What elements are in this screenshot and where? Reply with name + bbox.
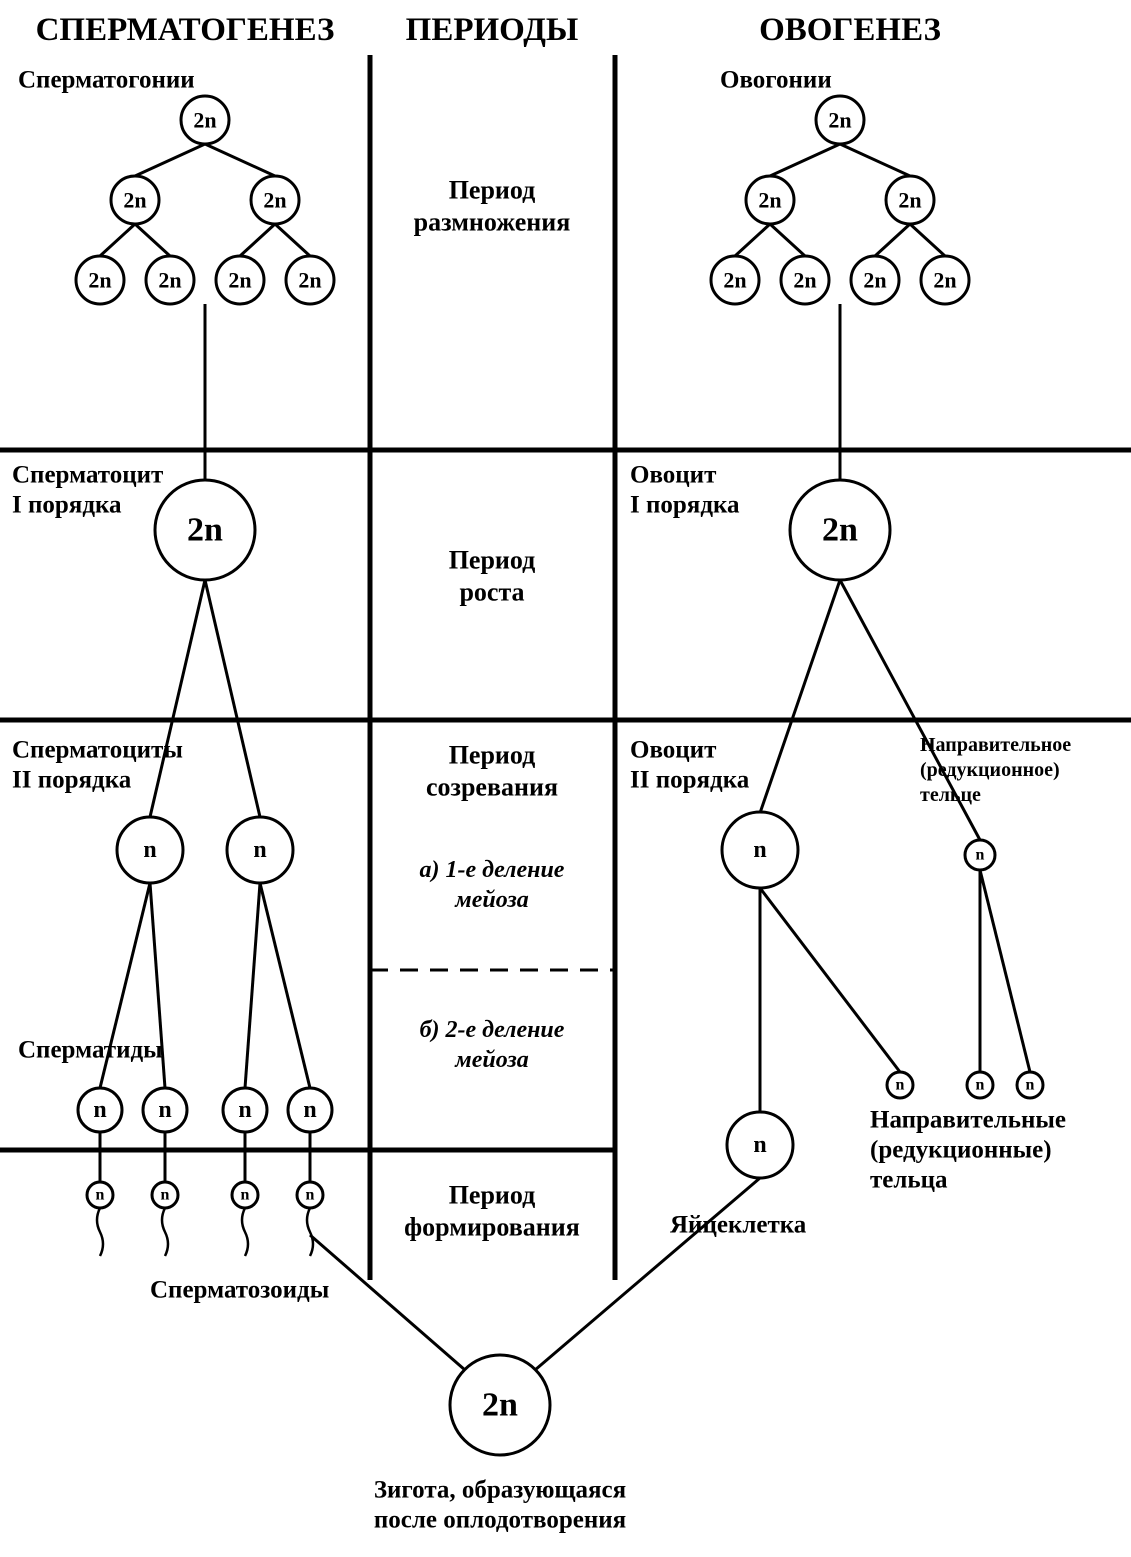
label-polar2a: Направительные (870, 1107, 1066, 1134)
label-ovcyt2a: Овоцит (630, 737, 716, 764)
label-polar2c: тельца (870, 1167, 948, 1194)
ovocyte-II-label: n (753, 837, 766, 863)
spermatogonium-label: 2n (228, 268, 251, 293)
ovogonium-label: 2n (793, 268, 816, 293)
spermatid-label: n (158, 1097, 171, 1123)
spermatocyte-II-label: n (143, 837, 156, 863)
ovogonium-label: 2n (933, 268, 956, 293)
label-polar1c: тельце (920, 784, 981, 806)
zygote-label: 2n (482, 1387, 518, 1424)
ovocyte-I-label: 2n (822, 512, 858, 549)
period-3-sub1a: а) 1-е деление (420, 857, 565, 883)
ovogonium-label: 2n (758, 188, 781, 213)
label-spermatidy: Сперматиды (18, 1037, 163, 1064)
spermatocyte-II-label: n (253, 837, 266, 863)
spermatozoon-label: n (96, 1187, 105, 1204)
label-ovcyt1b: I порядка (630, 492, 740, 519)
ovum-label: n (753, 1132, 766, 1158)
label-spcyt1a: Сперматоцит (12, 462, 163, 489)
polar-body-label: n (896, 1077, 905, 1094)
ovogonium-label: 2n (898, 188, 921, 213)
period-1a: Период (449, 176, 536, 205)
spermatogonium-label: 2n (88, 268, 111, 293)
polar-body-label: n (976, 1077, 985, 1094)
spermatid-label: n (238, 1097, 251, 1123)
label-spermatozoidy: Сперматозоиды (150, 1277, 329, 1304)
period-3-sub1b: мейоза (454, 887, 529, 913)
spermatozoon-label: n (161, 1187, 170, 1204)
label-spermatogonii: Сперматогонии (18, 67, 195, 94)
spermatozoon-label: n (241, 1187, 250, 1204)
label-ovcyt2b: II порядка (630, 767, 750, 794)
label-polar1b: (редукционное) (920, 759, 1060, 781)
label-spcyt2b: II порядка (12, 767, 132, 794)
period-4b: формирования (404, 1213, 580, 1242)
period-3b: созревания (426, 773, 558, 802)
period-2a: Период (449, 546, 536, 575)
label-zygote2: после оплодотворения (374, 1507, 626, 1534)
label-ovcyt1a: Овоцит (630, 462, 716, 489)
label-ovogonii: Овогонии (720, 67, 832, 94)
period-3a: Период (449, 741, 536, 770)
label-spcyt2a: Сперматоциты (12, 737, 183, 764)
spermatogonium-label: 2n (123, 188, 146, 213)
period-1b: размножения (414, 208, 571, 237)
period-2b: роста (459, 578, 524, 607)
period-4a: Период (449, 1181, 536, 1210)
polar-body-I-label: n (976, 847, 985, 864)
spermatozoon-label: n (306, 1187, 315, 1204)
label-zygote1: Зигота, образующаяся (374, 1477, 626, 1504)
spermatogonium-label: 2n (263, 188, 286, 213)
title-right: ОВОГЕНЕЗ (759, 12, 941, 48)
period-3-sub2b: мейоза (454, 1047, 529, 1073)
title-left: СПЕРМАТОГЕНЕЗ (36, 12, 335, 48)
spermatogonium-label: 2n (193, 108, 216, 133)
gametogenesis-diagram: 2n 2n 2n 2n 2n 2n 2n 2n n n n n n n n n n n 2n 2n 2n 2n 2n 2n 2n… (0, 0, 1131, 1557)
label-polar2b: (редукционные) (870, 1137, 1052, 1164)
spermatogonium-label: 2n (158, 268, 181, 293)
ovogonium-label: 2n (723, 268, 746, 293)
period-3-sub2a: б) 2-е деление (420, 1017, 565, 1043)
spermatogonium-label: 2n (298, 268, 321, 293)
spermatid-label: n (93, 1097, 106, 1123)
spermatid-label: n (303, 1097, 316, 1123)
title-mid: ПЕРИОДЫ (406, 12, 579, 48)
label-spcyt1b: I порядка (12, 492, 122, 519)
spermatocyte-I-label: 2n (187, 512, 223, 549)
label-polar1a: Направительное (920, 734, 1071, 756)
ovogonium-label: 2n (863, 268, 886, 293)
label-yayceletka: Яйцеклетка (670, 1212, 807, 1239)
ovogonium-label: 2n (828, 108, 851, 133)
polar-body-label: n (1026, 1077, 1035, 1094)
